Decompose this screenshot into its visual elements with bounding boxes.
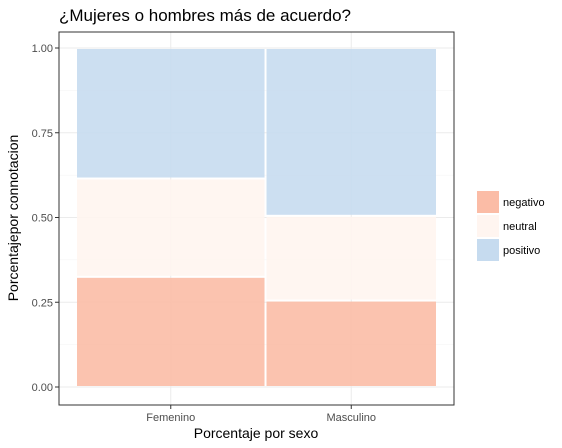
legend-swatch [477, 215, 499, 237]
legend-swatch [477, 191, 499, 213]
legend-item-neutral: neutral [477, 215, 537, 237]
legend-item-negativo: negativo [477, 191, 545, 213]
tick-labels: 0.00 0.25 0.50 0.75 1.00 Femenino Masculino [32, 43, 376, 424]
y-tick-label: 0.50 [32, 213, 53, 225]
bar-segment-positivo-femenino [77, 49, 265, 178]
legend-label: positivo [503, 245, 540, 257]
x-axis-title: Porcentaje por sexo [194, 425, 319, 441]
bar-segment-positivo-masculino [266, 49, 436, 215]
y-tick-label: 1.00 [32, 43, 53, 55]
panel-border [58, 31, 455, 406]
y-tick-label: 0.25 [32, 297, 53, 309]
legend-label: negativo [503, 197, 545, 209]
bar-segment-negativo-femenino [77, 277, 265, 386]
y-axis-title: Porcentajepor connotacion [5, 135, 21, 302]
chart-title: ¿Mujeres o hombres más de acuerdo? [59, 6, 351, 25]
bar-segment-neutral-femenino [77, 179, 265, 276]
legend-item-positivo: positivo [477, 239, 540, 261]
legend: negativo neutral positivo [477, 191, 545, 261]
bar-segment-negativo-masculino [266, 301, 436, 386]
x-tick-label: Masculino [326, 412, 376, 424]
plot-area [58, 31, 455, 406]
bars [77, 49, 436, 386]
y-tick-label: 0.00 [32, 382, 53, 394]
x-tick-label: Femenino [146, 412, 195, 424]
legend-swatch [477, 239, 499, 261]
y-tick-label: 0.75 [32, 128, 53, 140]
legend-label: neutral [503, 221, 537, 233]
bar-segment-neutral-masculino [266, 216, 436, 300]
